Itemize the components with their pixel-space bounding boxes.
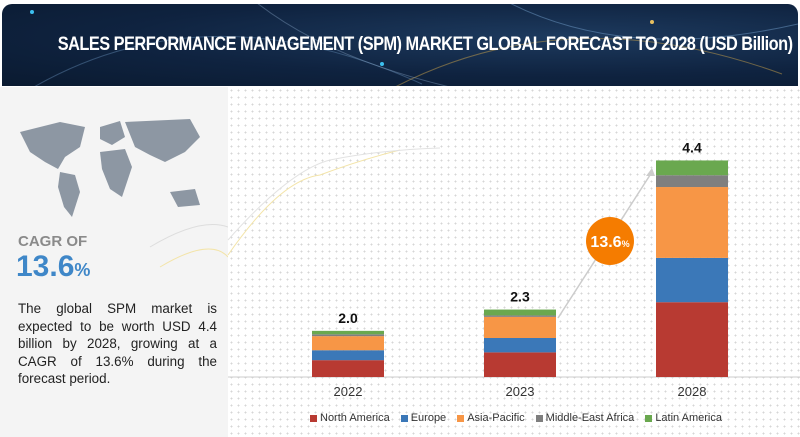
bar-segment-europe-2022 bbox=[312, 350, 384, 361]
bar-segment-asia-pacific-2028 bbox=[656, 187, 728, 258]
cagr-badge bbox=[586, 217, 634, 265]
bar-segment-latin-america-2022 bbox=[312, 330, 384, 335]
bar-segment-latin-america-2028 bbox=[656, 160, 728, 176]
legend-label: Europe bbox=[410, 412, 447, 424]
decorative-light-streaks bbox=[30, 4, 798, 86]
total-label-2023: 2.3 bbox=[510, 289, 530, 305]
legend-swatch bbox=[310, 414, 317, 422]
world-map-icon bbox=[20, 119, 200, 217]
bar-segment-middle-east-africa-2022 bbox=[312, 334, 384, 337]
bar-segment-latin-america-2023 bbox=[484, 309, 556, 316]
total-label-2028: 4.4 bbox=[682, 139, 702, 155]
decorative-curve bbox=[149, 224, 228, 268]
legend-label: Middle-East Africa bbox=[545, 412, 635, 424]
legend-label: North America bbox=[320, 412, 390, 424]
left-panel bbox=[0, 87, 228, 437]
bar-segment-north-america-2023 bbox=[484, 352, 556, 377]
legend-item: North America bbox=[310, 412, 390, 424]
legend-swatch bbox=[645, 414, 653, 422]
legend-label: Asia-Pacific bbox=[467, 412, 525, 424]
legend-item: Europe bbox=[400, 412, 447, 424]
x-tick-label-2023: 2023 bbox=[506, 384, 535, 399]
bar-segment-middle-east-africa-2023 bbox=[484, 315, 556, 317]
legend-swatch bbox=[457, 414, 465, 422]
total-label-2022: 2.0 bbox=[338, 310, 358, 326]
cagr-label: CAGR OF bbox=[18, 233, 88, 250]
bar-segment-europe-2023 bbox=[484, 337, 556, 353]
bar-segment-europe-2028 bbox=[656, 257, 728, 303]
bar-segment-middle-east-africa-2028 bbox=[656, 175, 728, 188]
x-tick-label-2022: 2022 bbox=[334, 384, 363, 399]
chart-title: SALES PERFORMANCE MANAGEMENT (SPM) MARKE… bbox=[57, 34, 793, 55]
cagr-badge-text: 13.6% bbox=[590, 234, 629, 251]
legend-swatch bbox=[400, 414, 408, 422]
decorative-curve bbox=[227, 149, 401, 256]
growth-arrowhead bbox=[646, 168, 655, 176]
market-description: The global SPM market is expected to be … bbox=[18, 301, 217, 386]
legend: North America Europe Asia-Pacific Middle-Ea… bbox=[310, 412, 722, 424]
bar-segment-asia-pacific-2022 bbox=[312, 336, 384, 351]
decorative-curve bbox=[227, 147, 441, 241]
header-banner: SALES PERFORMANCE MANAGEMENT (SPM) MARKE… bbox=[2, 4, 798, 86]
bar-segment-north-america-2022 bbox=[312, 360, 384, 377]
chart-background bbox=[228, 87, 800, 437]
legend-item: Asia-Pacific bbox=[457, 412, 525, 424]
bar-segment-north-america-2028 bbox=[656, 302, 728, 377]
legend-swatch bbox=[535, 414, 543, 422]
bar-segment-asia-pacific-2023 bbox=[484, 316, 556, 338]
cagr-value: 13.6% bbox=[16, 250, 91, 283]
legend-item: Latin America bbox=[645, 412, 722, 424]
x-tick-label-2028: 2028 bbox=[678, 384, 707, 399]
legend-label: Latin America bbox=[655, 412, 722, 424]
legend-item: Middle-East Africa bbox=[535, 412, 635, 424]
